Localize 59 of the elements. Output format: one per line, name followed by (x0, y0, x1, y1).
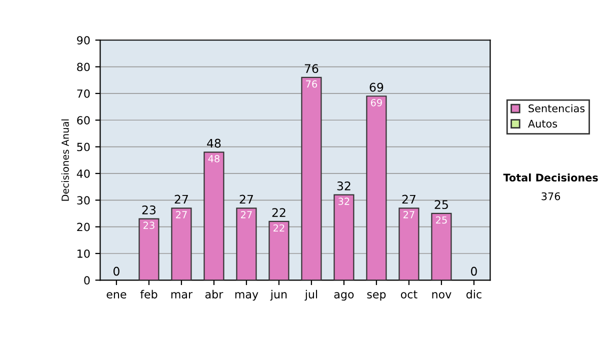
bar (171, 208, 192, 280)
total-label: 0 (113, 266, 120, 276)
data-label: 76 (306, 80, 318, 88)
y-tick-label: 40 (76, 169, 90, 178)
data-label: 25 (436, 216, 447, 224)
y-tick-label: 60 (77, 116, 90, 125)
bar (138, 218, 160, 280)
bar (204, 152, 224, 280)
data-label: 27 (240, 210, 252, 218)
data-label: 23 (143, 222, 154, 230)
x-tick-label: dic (466, 290, 482, 298)
y-tick-label: 90 (77, 36, 90, 44)
x-tick-label: ene (106, 292, 126, 298)
y-axis-title: Decisiones Anual (61, 119, 69, 201)
x-tick-label: sep (367, 292, 386, 301)
bar (398, 208, 420, 280)
total-label: 22 (272, 208, 286, 217)
x-tick-label: jun (270, 290, 287, 301)
data-label: 27 (176, 210, 187, 218)
legend-label: Autos (528, 120, 558, 128)
y-tick-label: 30 (77, 196, 90, 205)
x-tick-label: ago (334, 292, 354, 301)
total-label: 69 (370, 82, 384, 92)
total-label: 23 (142, 205, 156, 214)
text: 376 (542, 192, 560, 200)
bar (301, 76, 322, 280)
y-tick-label: 20 (77, 222, 90, 232)
total-label: 27 (240, 194, 253, 204)
data-label: 69 (370, 98, 382, 106)
x-tick-label: oct (400, 290, 418, 298)
total-label: 27 (174, 194, 188, 204)
legend-label: Sentencias (528, 104, 585, 112)
y-tick-label: 80 (77, 62, 90, 72)
y-tick-label: 70 (77, 89, 90, 98)
x-tick-label: feb (140, 290, 158, 298)
total-label: 27 (402, 194, 416, 204)
bar (236, 208, 257, 280)
x-tick-label: may (235, 292, 258, 301)
total-label: 0 (470, 266, 477, 276)
bar (366, 96, 387, 280)
x-tick-label: jul (304, 290, 318, 301)
total-label: 76 (304, 64, 318, 74)
data-label: 22 (273, 224, 284, 232)
x-tick-label: abr (205, 290, 224, 298)
x-tick-label: nov (432, 292, 452, 298)
y-tick-label: 0 (84, 276, 90, 285)
bar (431, 212, 452, 280)
data-label: 32 (338, 198, 350, 206)
y-tick-label: 10 (78, 249, 90, 258)
total-label: 25 (434, 200, 448, 210)
bar (268, 220, 290, 280)
data-label: 48 (208, 154, 220, 162)
text: Total Decisiones (503, 173, 598, 182)
data-label: 27 (403, 210, 414, 218)
total-label: 32 (337, 181, 350, 190)
total-label: 48 (207, 138, 221, 148)
x-tick-label: mar (171, 292, 193, 298)
bar (334, 194, 354, 280)
y-tick-label: 50 (77, 142, 90, 152)
